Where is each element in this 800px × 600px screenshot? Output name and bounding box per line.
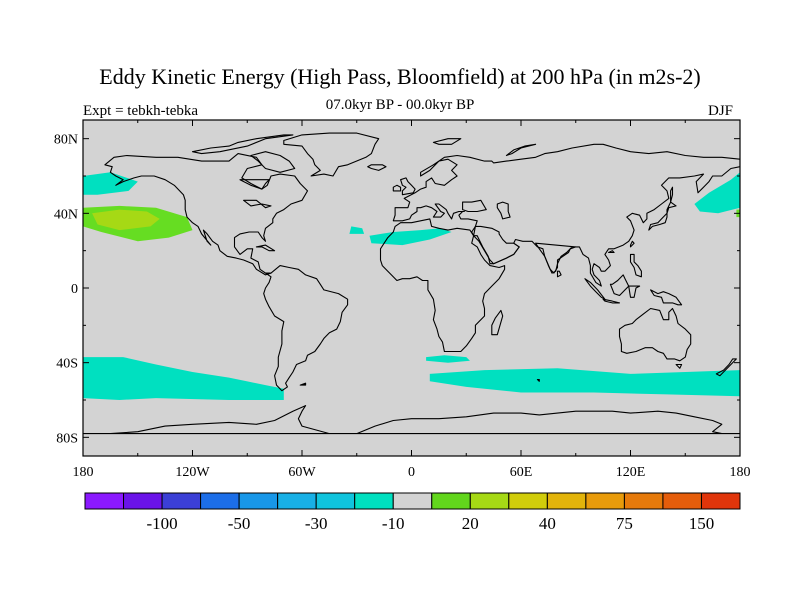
x-tick-label: 120W bbox=[175, 465, 210, 480]
coast-java bbox=[602, 298, 621, 304]
colorbar-box bbox=[431, 492, 471, 510]
colorbar-box bbox=[161, 492, 202, 510]
field-layer bbox=[83, 172, 740, 400]
coast-philippines bbox=[629, 253, 642, 278]
colorbar-box bbox=[238, 492, 279, 510]
coast-australia bbox=[618, 307, 692, 362]
x-tick-label: 0 bbox=[408, 465, 415, 480]
map-background bbox=[83, 120, 740, 456]
x-tick-label: 60E bbox=[510, 465, 533, 480]
coast-iceland bbox=[367, 164, 387, 171]
colorbar-label: 40 bbox=[539, 514, 556, 533]
coast-sri-lanka bbox=[556, 270, 562, 278]
field-southern-ocean-negative-small bbox=[426, 355, 470, 363]
colorbar-box bbox=[662, 492, 702, 510]
coast-south-america bbox=[263, 265, 349, 392]
coast-japan bbox=[648, 201, 677, 231]
x-tick-label: 180 bbox=[730, 465, 751, 480]
coast-arabia-red-sea bbox=[473, 225, 520, 265]
colorbar-box bbox=[123, 492, 163, 510]
x-tick-label: 60W bbox=[288, 465, 316, 480]
coast-svalbard bbox=[432, 138, 462, 145]
field-west-pacific-negative bbox=[694, 172, 740, 214]
colorbar-label: 150 bbox=[689, 514, 715, 533]
y-tick-label: 40S bbox=[56, 357, 78, 372]
coast-hainan bbox=[608, 250, 615, 254]
coast-new-guinea bbox=[650, 289, 683, 306]
colorbar-label: -50 bbox=[228, 514, 251, 533]
coastline-layer bbox=[83, 132, 740, 435]
colorbar-label: -100 bbox=[147, 514, 178, 533]
colorbar-box bbox=[315, 492, 356, 510]
coast-sulawesi bbox=[628, 285, 641, 298]
x-tick-label: 120E bbox=[616, 465, 646, 480]
colorbar-box bbox=[546, 492, 587, 510]
colorbar-box bbox=[277, 492, 317, 510]
colorbar-label: 75 bbox=[616, 514, 633, 533]
coast-kerguelen bbox=[536, 378, 540, 382]
field-southern-ocean-negative-west bbox=[83, 357, 284, 400]
colorbar-label: -30 bbox=[305, 514, 328, 533]
coast-sumatra bbox=[584, 278, 606, 300]
colorbar: -100 -50 -30 -10 20 40 75 150 bbox=[84, 492, 741, 533]
coast-madagascar bbox=[491, 309, 504, 336]
season-label: DJF bbox=[708, 103, 734, 119]
colorbar-box bbox=[700, 492, 741, 510]
colorbar-box bbox=[469, 492, 510, 510]
axis-ticks: 180 120W 60W 0 60E 120E 180 80N 40N 0 40S 80S bbox=[54, 120, 751, 480]
coast-borneo bbox=[609, 274, 630, 297]
colorbar-box bbox=[84, 492, 125, 510]
coast-arctic-islands bbox=[191, 134, 294, 155]
coast-baffin bbox=[250, 151, 296, 173]
coast-great-lakes bbox=[243, 199, 272, 209]
colorbar-box bbox=[392, 492, 433, 510]
y-tick-label: 80N bbox=[54, 133, 78, 148]
coast-europe-asia bbox=[392, 143, 740, 287]
coast-falklands bbox=[299, 382, 307, 386]
colorbar-box bbox=[623, 492, 664, 510]
coast-africa bbox=[379, 218, 506, 353]
coast-greenland bbox=[283, 132, 380, 177]
coast-novaya-zemlya bbox=[505, 143, 537, 157]
y-tick-label: 80S bbox=[56, 431, 78, 446]
colorbar-box bbox=[585, 492, 625, 510]
coast-caspian bbox=[496, 201, 511, 220]
coast-hudson-bay-edge bbox=[239, 179, 270, 190]
plot-title: Eddy Kinetic Energy (High Pass, Bloomfie… bbox=[99, 64, 701, 89]
coast-cuba bbox=[255, 244, 276, 252]
coast-ireland bbox=[392, 184, 402, 192]
field-southern-ocean-negative-east bbox=[429, 368, 740, 397]
field-north-pacific-positive-inner bbox=[92, 209, 160, 231]
colorbar-box bbox=[508, 492, 548, 510]
coast-new-zealand bbox=[715, 358, 737, 377]
colorbar-box bbox=[200, 492, 240, 510]
field-atlantic-negative-large bbox=[369, 228, 452, 246]
y-tick-label: 0 bbox=[71, 282, 78, 297]
coast-india-south bbox=[535, 242, 577, 274]
colorbar-box bbox=[354, 492, 394, 510]
x-tick-label: 180 bbox=[73, 465, 94, 480]
coast-sakhalin bbox=[670, 186, 674, 203]
y-tick-label: 40N bbox=[54, 207, 78, 222]
colorbar-label: -10 bbox=[382, 514, 405, 533]
coast-north-america bbox=[104, 153, 309, 276]
coast-black-sea bbox=[462, 199, 487, 213]
coast-tasmania bbox=[675, 363, 683, 369]
experiment-label: Expt = tebkh-tebka bbox=[83, 103, 199, 119]
coast-antarctica bbox=[83, 405, 740, 435]
field-north-pacific-negative bbox=[83, 172, 138, 195]
colorbar-label: 20 bbox=[462, 514, 479, 533]
period-label: 07.0kyr BP - 00.0kyr BP bbox=[325, 97, 475, 113]
field-atlantic-negative-small bbox=[349, 226, 365, 234]
coast-taiwan bbox=[629, 240, 635, 248]
coast-britain bbox=[400, 177, 416, 196]
